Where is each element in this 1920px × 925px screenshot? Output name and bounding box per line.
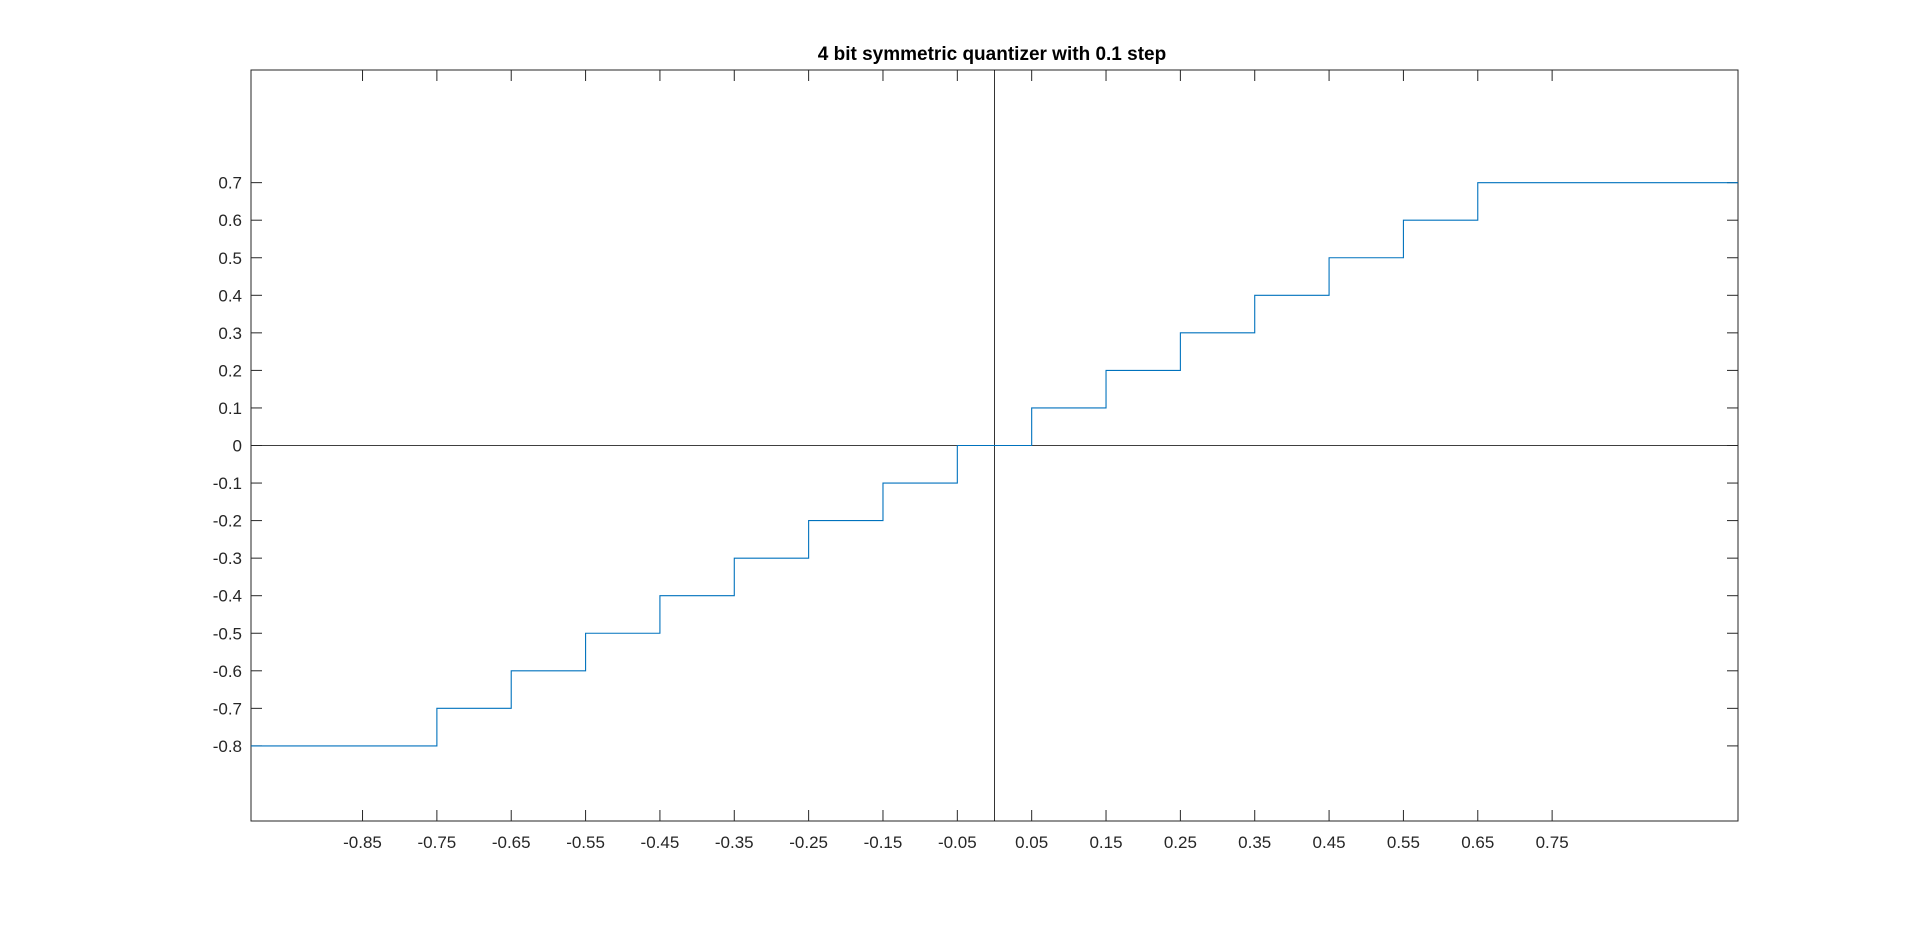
x-tick-label: -0.65 — [492, 833, 531, 852]
y-tick-label: 0.2 — [218, 361, 242, 380]
x-tick-label: 0.75 — [1536, 833, 1569, 852]
x-tick-label: 0.45 — [1313, 833, 1346, 852]
series-layer — [251, 182, 1738, 747]
y-tick-label: -0.1 — [213, 474, 242, 493]
quantizer-series-line — [251, 182, 1738, 747]
x-tick-label: -0.55 — [566, 833, 605, 852]
x-tick-label: 0.05 — [1015, 833, 1048, 852]
x-tick-label: 0.25 — [1164, 833, 1197, 852]
y-tick-label: 0.5 — [218, 249, 242, 268]
y-tick-label: -0.5 — [213, 624, 242, 643]
x-tick-label: -0.25 — [789, 833, 828, 852]
y-tick-label: 0.4 — [218, 286, 242, 305]
x-tick-label: -0.05 — [938, 833, 977, 852]
x-tick-label: 0.35 — [1238, 833, 1271, 852]
x-tick-label: 0.15 — [1089, 833, 1122, 852]
chart-title: 4 bit symmetric quantizer with 0.1 step — [818, 44, 1166, 65]
y-tick-label: -0.7 — [213, 699, 242, 718]
y-tick-label: 0.7 — [218, 174, 242, 193]
x-tick-label: 0.65 — [1461, 833, 1494, 852]
y-tick-label: -0.6 — [213, 662, 242, 681]
x-tick-label: -0.15 — [864, 833, 903, 852]
y-tick-label: 0.3 — [218, 324, 242, 343]
y-tick-label: -0.8 — [213, 737, 242, 756]
y-tick-label: 0.1 — [218, 399, 242, 418]
y-tick-label: -0.2 — [213, 512, 242, 531]
y-tick-label: 0.6 — [218, 211, 242, 230]
y-tick-label: -0.3 — [213, 549, 242, 568]
y-tick-label: 0 — [233, 437, 242, 456]
x-axis-ticks: -0.85 -0.75 -0.65 -0.55 -0.45 -0.35 -0.25 -0.15… — [343, 70, 1569, 852]
x-tick-label: 0.55 — [1387, 833, 1420, 852]
x-tick-label: -0.35 — [715, 833, 754, 852]
x-tick-label: -0.45 — [641, 833, 680, 852]
y-tick-label: -0.4 — [213, 587, 242, 606]
x-tick-label: -0.85 — [343, 833, 382, 852]
x-tick-label: -0.75 — [418, 833, 457, 852]
